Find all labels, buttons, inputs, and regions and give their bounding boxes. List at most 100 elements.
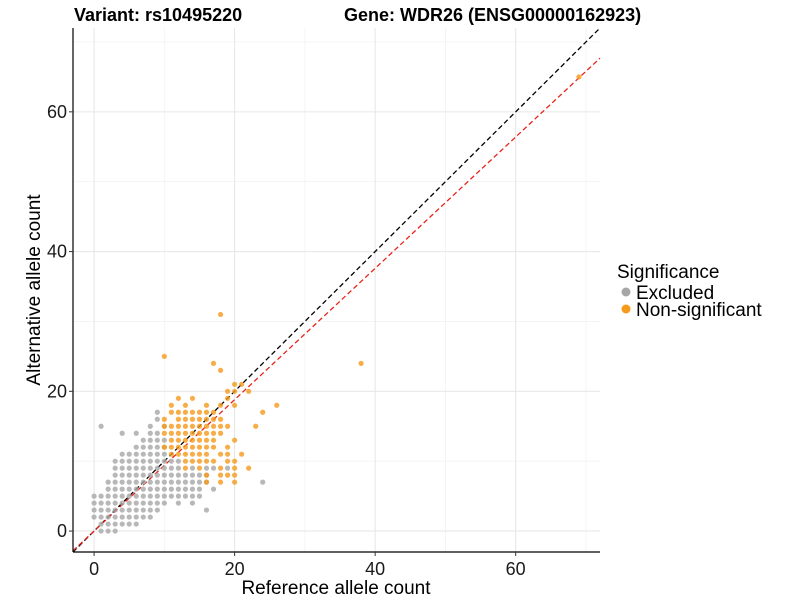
point-non-significant — [239, 381, 245, 387]
point-excluded — [91, 493, 97, 499]
point-excluded — [147, 465, 153, 471]
point-non-significant — [239, 451, 245, 457]
point-excluded — [105, 528, 111, 534]
point-excluded — [154, 458, 160, 464]
point-excluded — [119, 479, 125, 485]
point-non-significant — [210, 444, 217, 450]
point-excluded — [154, 472, 160, 478]
point-excluded — [112, 528, 118, 534]
point-non-significant — [182, 444, 189, 450]
point-excluded — [112, 458, 118, 464]
point-excluded — [175, 458, 181, 464]
point-excluded — [182, 479, 189, 485]
point-excluded — [161, 458, 167, 464]
point-non-significant — [175, 451, 181, 457]
point-non-significant — [274, 402, 280, 408]
legend-label-non-significant: Non-significant — [636, 300, 762, 321]
point-excluded — [154, 493, 160, 499]
point-excluded — [98, 514, 104, 520]
point-excluded — [175, 479, 181, 485]
point-excluded — [154, 444, 160, 450]
point-non-significant — [232, 381, 238, 387]
point-excluded — [133, 465, 139, 471]
point-non-significant — [203, 402, 210, 408]
point-non-significant — [203, 430, 210, 436]
point-non-significant — [224, 451, 231, 457]
point-non-significant — [189, 395, 196, 401]
point-non-significant — [196, 437, 203, 443]
point-excluded — [105, 493, 111, 499]
x-tick-label: 0 — [89, 559, 99, 579]
point-excluded — [175, 486, 181, 492]
point-excluded — [168, 493, 174, 499]
point-excluded — [147, 472, 153, 478]
point-excluded — [119, 458, 125, 464]
point-non-significant — [189, 451, 196, 457]
x-axis-title: Reference allele count — [241, 578, 431, 599]
point-excluded — [147, 493, 153, 499]
point-excluded — [140, 507, 146, 513]
point-non-significant — [168, 409, 174, 415]
y-tick-label: 40 — [47, 242, 67, 262]
point-excluded — [140, 437, 146, 443]
point-non-significant — [576, 74, 582, 80]
legend-key-non-significant — [621, 304, 631, 314]
point-excluded — [147, 423, 153, 429]
reference-lines — [72, 27, 601, 553]
point-non-significant — [210, 430, 217, 436]
point-non-significant — [196, 465, 203, 471]
point-non-significant — [161, 430, 167, 436]
point-non-significant — [232, 465, 238, 471]
reference-line-fit — [72, 57, 601, 552]
point-excluded — [147, 507, 153, 513]
point-non-significant — [232, 402, 238, 408]
point-non-significant — [168, 402, 174, 408]
point-non-significant — [189, 444, 196, 450]
point-non-significant — [232, 458, 238, 464]
point-excluded — [210, 486, 217, 492]
point-excluded — [140, 472, 146, 478]
point-excluded — [147, 514, 153, 520]
point-non-significant — [203, 451, 210, 457]
point-non-significant — [203, 472, 210, 478]
point-excluded — [126, 451, 132, 457]
point-excluded — [161, 500, 167, 506]
point-non-significant — [189, 423, 196, 429]
point-excluded — [119, 521, 125, 527]
point-non-significant — [168, 430, 174, 436]
point-non-significant — [175, 423, 181, 429]
point-excluded — [140, 458, 146, 464]
point-excluded — [126, 507, 132, 513]
point-non-significant — [168, 451, 174, 457]
point-non-significant — [232, 479, 238, 485]
point-non-significant — [217, 367, 224, 373]
point-excluded — [147, 430, 153, 436]
point-excluded — [168, 472, 174, 478]
point-non-significant — [182, 437, 189, 443]
point-excluded — [126, 500, 132, 506]
point-non-significant — [161, 444, 167, 450]
point-non-significant — [182, 430, 189, 436]
point-excluded — [260, 479, 266, 485]
y-tick-label: 0 — [57, 521, 67, 541]
point-non-significant — [161, 423, 167, 429]
point-excluded — [224, 465, 231, 471]
point-excluded — [154, 409, 160, 415]
point-excluded — [147, 444, 153, 450]
point-excluded — [182, 472, 189, 478]
point-non-significant — [224, 423, 231, 429]
point-excluded — [98, 528, 104, 534]
point-excluded — [175, 472, 181, 478]
point-excluded — [140, 451, 146, 457]
point-excluded — [105, 479, 111, 485]
point-excluded — [105, 486, 111, 492]
point-non-significant — [217, 402, 224, 408]
point-excluded — [168, 479, 174, 485]
point-excluded — [105, 507, 111, 513]
point-excluded — [126, 514, 132, 520]
point-non-significant — [168, 437, 174, 443]
point-excluded — [161, 479, 167, 485]
point-excluded — [203, 507, 210, 513]
point-non-significant — [224, 388, 231, 394]
